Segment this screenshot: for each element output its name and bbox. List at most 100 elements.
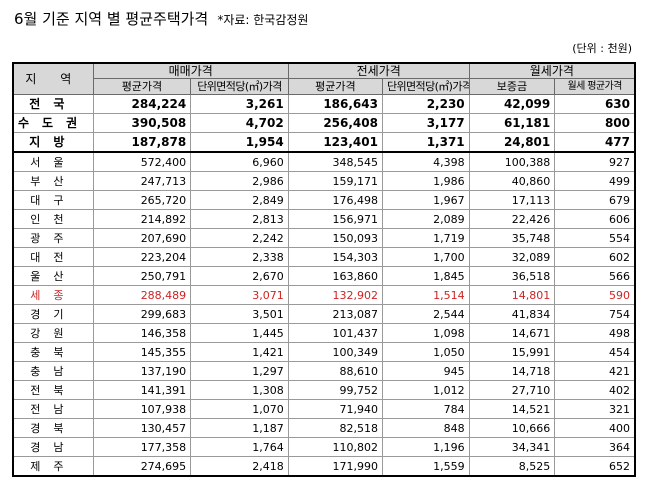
title-main: 6월 기준 지역 별 평균주택가격 bbox=[14, 10, 209, 28]
region-cell: 수도권 bbox=[12, 113, 94, 133]
deposit-cell: 22,426 bbox=[468, 209, 556, 229]
monthly-avg-cell: 364 bbox=[554, 437, 636, 457]
table-row: 인천 214,892 2,813 156,971 2,089 22,426 606 bbox=[12, 209, 636, 229]
monthly-avg-cell: 454 bbox=[554, 342, 636, 362]
jeonse-avg-cell: 88,610 bbox=[287, 361, 383, 381]
jeonse-avg-cell: 99,752 bbox=[287, 380, 383, 400]
jeonse-avg-cell: 123,401 bbox=[287, 132, 383, 153]
sale-unit-cell: 1,954 bbox=[190, 132, 289, 153]
header-monthly-group: 월세가격 bbox=[468, 62, 636, 79]
jeonse-avg-cell: 154,303 bbox=[287, 247, 383, 267]
monthly-avg-cell: 754 bbox=[554, 304, 636, 324]
header-jeonse-avg: 평균가격 bbox=[287, 78, 383, 95]
sale-avg-cell: 223,204 bbox=[92, 247, 192, 267]
sale-unit-cell: 2,418 bbox=[190, 456, 289, 477]
header-region: 지 역 bbox=[12, 62, 94, 95]
sale-unit-cell: 2,338 bbox=[190, 247, 289, 267]
sale-unit-cell: 2,813 bbox=[190, 209, 289, 229]
sale-unit-cell: 1,297 bbox=[190, 361, 289, 381]
deposit-cell: 36,518 bbox=[468, 266, 556, 286]
deposit-cell: 14,671 bbox=[468, 323, 556, 343]
header-sale-avg: 평균가격 bbox=[92, 78, 192, 95]
monthly-avg-cell: 800 bbox=[554, 113, 636, 133]
sale-unit-cell: 1,445 bbox=[190, 323, 289, 343]
sale-avg-cell: 207,690 bbox=[92, 228, 192, 248]
monthly-avg-cell: 402 bbox=[554, 380, 636, 400]
deposit-cell: 10,666 bbox=[468, 418, 556, 438]
sale-unit-cell: 1,308 bbox=[190, 380, 289, 400]
monthly-avg-cell: 927 bbox=[554, 151, 636, 172]
region-cell: 대전 bbox=[12, 247, 94, 267]
table-row: 대구 265,720 2,849 176,498 1,967 17,113 679 bbox=[12, 190, 636, 210]
header-jeonse-unit: 단위면적당(㎡)가격 bbox=[381, 78, 470, 95]
sale-avg-cell: 145,355 bbox=[92, 342, 192, 362]
table-row: 광주 207,690 2,242 150,093 1,719 35,748 554 bbox=[12, 228, 636, 248]
table-row: 수도권 390,508 4,702 256,408 3,177 61,181 800 bbox=[12, 113, 636, 133]
monthly-avg-cell: 400 bbox=[554, 418, 636, 438]
table-row: 대전 223,204 2,338 154,303 1,700 32,089 602 bbox=[12, 247, 636, 267]
jeonse-unit-cell: 1,559 bbox=[381, 456, 470, 477]
deposit-cell: 14,521 bbox=[468, 399, 556, 419]
jeonse-avg-cell: 110,802 bbox=[287, 437, 383, 457]
jeonse-unit-cell: 1,371 bbox=[381, 132, 470, 153]
jeonse-unit-cell: 848 bbox=[381, 418, 470, 438]
region-cell: 광주 bbox=[12, 228, 94, 248]
jeonse-avg-cell: 176,498 bbox=[287, 190, 383, 210]
header-sale-group: 매매가격 bbox=[92, 62, 289, 79]
monthly-avg-cell: 590 bbox=[554, 285, 636, 305]
table-row: 울산 250,791 2,670 163,860 1,845 36,518 566 bbox=[12, 266, 636, 286]
sale-avg-cell: 107,938 bbox=[92, 399, 192, 419]
jeonse-unit-cell: 1,700 bbox=[381, 247, 470, 267]
sale-unit-cell: 4,702 bbox=[190, 113, 289, 133]
sale-unit-cell: 2,849 bbox=[190, 190, 289, 210]
sale-unit-cell: 3,261 bbox=[190, 94, 289, 114]
jeonse-unit-cell: 784 bbox=[381, 399, 470, 419]
table-row: 충남 137,190 1,297 88,610 945 14,718 421 bbox=[12, 361, 636, 381]
jeonse-unit-cell: 1,012 bbox=[381, 380, 470, 400]
jeonse-avg-cell: 82,518 bbox=[287, 418, 383, 438]
jeonse-unit-cell: 1,845 bbox=[381, 266, 470, 286]
sale-avg-cell: 141,391 bbox=[92, 380, 192, 400]
table-row: 세종 288,489 3,071 132,902 1,514 14,801 590 bbox=[12, 285, 636, 305]
monthly-avg-cell: 321 bbox=[554, 399, 636, 419]
sale-avg-cell: 177,358 bbox=[92, 437, 192, 457]
monthly-avg-cell: 652 bbox=[554, 456, 636, 477]
sale-unit-cell: 2,242 bbox=[190, 228, 289, 248]
jeonse-unit-cell: 3,177 bbox=[381, 113, 470, 133]
region-cell: 지방 bbox=[12, 132, 94, 153]
title-source: *자료: 한국감정원 bbox=[217, 13, 309, 27]
region-cell: 전북 bbox=[12, 380, 94, 400]
sale-avg-cell: 146,358 bbox=[92, 323, 192, 343]
deposit-cell: 35,748 bbox=[468, 228, 556, 248]
jeonse-unit-cell: 2,230 bbox=[381, 94, 470, 114]
sale-avg-cell: 572,400 bbox=[92, 151, 192, 172]
monthly-avg-cell: 630 bbox=[554, 94, 636, 114]
deposit-cell: 100,388 bbox=[468, 151, 556, 172]
region-cell: 충남 bbox=[12, 361, 94, 381]
region-cell: 부산 bbox=[12, 171, 94, 191]
jeonse-avg-cell: 132,902 bbox=[287, 285, 383, 305]
jeonse-unit-cell: 2,089 bbox=[381, 209, 470, 229]
sale-avg-cell: 250,791 bbox=[92, 266, 192, 286]
region-cell: 경북 bbox=[12, 418, 94, 438]
region-cell: 인천 bbox=[12, 209, 94, 229]
sale-unit-cell: 1,421 bbox=[190, 342, 289, 362]
monthly-avg-cell: 606 bbox=[554, 209, 636, 229]
jeonse-avg-cell: 71,940 bbox=[287, 399, 383, 419]
jeonse-unit-cell: 1,514 bbox=[381, 285, 470, 305]
jeonse-avg-cell: 348,545 bbox=[287, 151, 383, 172]
sale-avg-cell: 284,224 bbox=[92, 94, 192, 114]
table-row: 전남 107,938 1,070 71,940 784 14,521 321 bbox=[12, 399, 636, 419]
deposit-cell: 24,801 bbox=[468, 132, 556, 153]
jeonse-unit-cell: 945 bbox=[381, 361, 470, 381]
header-monthly-avg: 월세 평균가격 bbox=[554, 78, 636, 95]
sale-avg-cell: 390,508 bbox=[92, 113, 192, 133]
deposit-cell: 42,099 bbox=[468, 94, 556, 114]
sale-unit-cell: 2,670 bbox=[190, 266, 289, 286]
region-cell: 경기 bbox=[12, 304, 94, 324]
jeonse-avg-cell: 171,990 bbox=[287, 456, 383, 477]
monthly-avg-cell: 554 bbox=[554, 228, 636, 248]
table-row: 충북 145,355 1,421 100,349 1,050 15,991 454 bbox=[12, 342, 636, 362]
jeonse-avg-cell: 101,437 bbox=[287, 323, 383, 343]
monthly-avg-cell: 679 bbox=[554, 190, 636, 210]
